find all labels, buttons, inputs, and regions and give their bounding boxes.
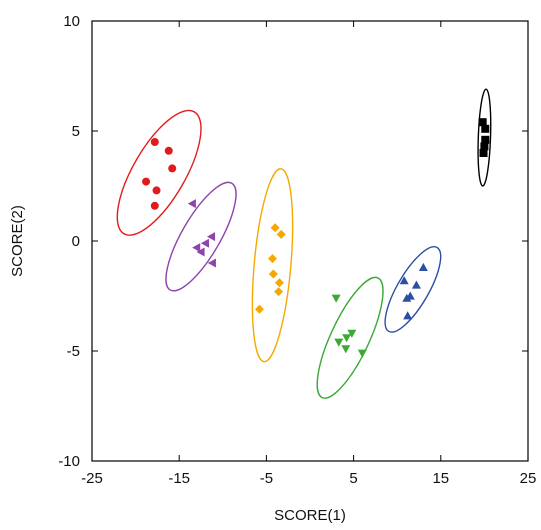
x-tick-label: 15 [432,470,449,487]
triangle-up-marker [403,311,413,320]
confidence-ellipse [251,168,294,363]
diamond-marker [268,254,278,264]
triangle-down-marker [331,294,341,303]
x-tick-label: -5 [260,470,273,487]
y-tick-label: -10 [58,453,80,470]
circle-marker [168,164,177,173]
series-group [165,181,237,292]
circle-marker [164,146,173,155]
x-tick-label: 25 [520,470,537,487]
diamond-marker [276,229,286,239]
confidence-ellipse [477,88,492,187]
data-layer [116,88,492,399]
circle-marker [152,186,161,195]
circle-marker [150,138,159,146]
triangle-left-marker [207,258,216,268]
square-marker [478,118,487,127]
diamond-marker [274,278,284,288]
diamond-marker [270,223,280,233]
triangle-up-marker [411,280,421,289]
x-axis-title: SCORE(1) [274,507,346,524]
triangle-down-marker [334,338,344,347]
series-group [316,276,384,399]
triangle-up-marker [399,276,409,285]
triangle-left-marker [200,238,209,248]
square-marker [481,135,490,144]
square-marker [481,124,490,133]
triangle-left-marker [206,232,216,242]
triangle-left-marker [196,247,205,257]
square-marker [479,149,488,157]
circle-marker [150,201,159,210]
confidence-ellipse [116,109,202,236]
y-tick-label: 0 [72,233,80,250]
y-tick-label: 5 [72,123,80,140]
triangle-left-marker [187,199,196,209]
triangle-left-marker [192,243,201,253]
triangle-up-marker [402,293,412,302]
x-tick-label: -25 [81,470,103,487]
series-group [116,109,202,236]
y-tick-label: 10 [63,13,80,30]
confidence-ellipse [165,181,237,292]
confidence-ellipse [316,276,384,399]
triangle-down-marker [342,334,352,343]
axes-layer: -25 -15 -5 5 15 25 -10 -5 0 5 10 [58,13,536,487]
circle-marker [142,177,151,186]
triangle-up-marker [418,262,428,271]
diamond-marker [274,287,284,297]
x-tick-label: -15 [168,470,190,487]
y-axis-title: SCORE(2) [9,205,26,277]
square-marker [480,142,489,151]
series-group [384,246,442,333]
triangle-down-marker [347,329,357,338]
diamond-marker [254,304,264,314]
triangle-down-marker [341,345,351,354]
triangle-down-marker [357,349,367,358]
diamond-marker [268,269,278,279]
series-group [251,168,294,363]
series-group [477,88,492,187]
confidence-ellipse [384,246,442,333]
y-tick-label: -5 [67,343,80,360]
x-tick-label: 5 [349,470,357,487]
